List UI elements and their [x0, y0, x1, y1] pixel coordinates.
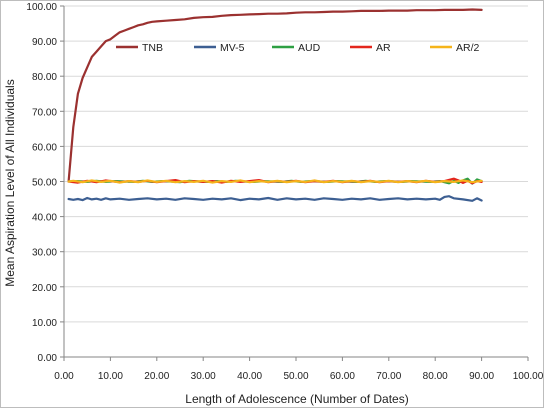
x-tick-label: 90.00 — [469, 371, 494, 382]
y-tick-label: 60.00 — [32, 142, 57, 153]
x-tick-label: 40.00 — [237, 371, 262, 382]
y-tick-label: 100.00 — [26, 2, 57, 13]
legend-label-ar: AR — [376, 42, 391, 54]
legend-label-tnb: TNB — [142, 42, 163, 54]
y-tick-label: 20.00 — [32, 283, 57, 294]
y-tick-label: 10.00 — [32, 318, 57, 329]
series-line-tnb — [67, 8, 483, 183]
x-axis-ticks: 0.00 10.00 20.00 30.00 40.00 50.00 60.00 70.00 8… — [54, 357, 544, 382]
y-tick-label: 90.00 — [32, 37, 57, 48]
legend-label-aud: AUD — [298, 42, 321, 54]
x-tick-label: 60.00 — [330, 371, 355, 382]
x-tick-label: 0.00 — [54, 371, 74, 382]
x-tick-label: 30.00 — [191, 371, 216, 382]
legend-label-mv-5: MV-5 — [220, 42, 245, 54]
y-tick-label: 50.00 — [32, 178, 57, 189]
x-tick-label: 80.00 — [423, 371, 448, 382]
x-tick-label: 100.00 — [513, 371, 544, 382]
legend-label-ar-2: AR/2 — [456, 42, 480, 54]
series-layer — [67, 8, 483, 202]
y-tick-label: 80.00 — [32, 72, 57, 83]
y-tick-label: 70.00 — [32, 107, 57, 118]
y-axis-title: Mean Aspiration Level of All Individuals — [3, 79, 17, 286]
series-line-mv-5 — [67, 195, 483, 202]
y-tick-label: 30.00 — [32, 248, 57, 259]
y-axis-ticks: 0.00 10.00 20.00 30.00 40.00 50.00 60.00 70.00 8… — [26, 2, 64, 364]
series-line-ar-2 — [67, 179, 483, 184]
y-tick-label: 0.00 — [38, 353, 58, 364]
x-tick-label: 10.00 — [98, 371, 123, 382]
y-tick-label: 40.00 — [32, 213, 57, 224]
x-tick-label: 70.00 — [376, 371, 401, 382]
x-axis-title: Length of Adolescence (Number of Dates) — [185, 392, 408, 406]
x-tick-label: 20.00 — [144, 371, 169, 382]
legend: TNB MV-5 AUD AR AR/2 — [116, 42, 480, 54]
x-tick-label: 50.00 — [283, 371, 308, 382]
